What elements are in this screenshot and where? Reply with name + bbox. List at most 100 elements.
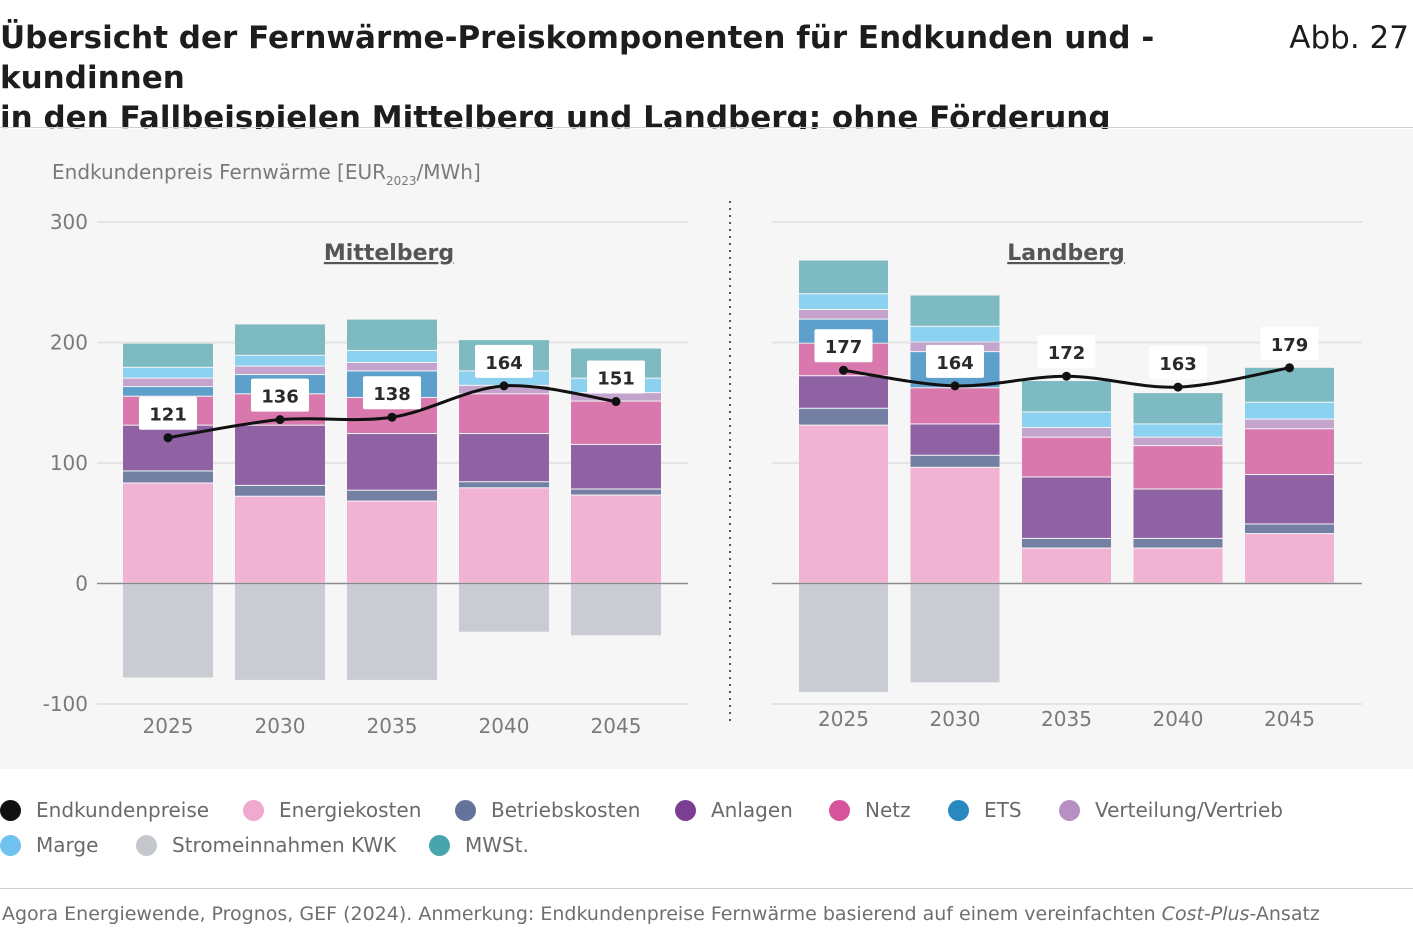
legend-item-ets: ETS bbox=[948, 798, 1022, 822]
price-label-box bbox=[1149, 346, 1207, 380]
bar-segment-betriebskosten bbox=[1133, 538, 1223, 548]
bar-segment-anlagen bbox=[459, 434, 549, 482]
y-axis-label: Endkundenpreis Fernwärme [EUR2023/MWh] bbox=[52, 160, 481, 188]
price-label: 151 bbox=[597, 369, 635, 390]
price-label-box bbox=[1037, 335, 1096, 369]
bar-segment-netz bbox=[910, 388, 1000, 424]
price-label: 164 bbox=[936, 353, 974, 374]
bar-segment-energiekosten bbox=[235, 496, 325, 583]
panel-title-landberg: Landberg bbox=[1007, 241, 1125, 266]
y-tick-label: 0 bbox=[75, 572, 88, 596]
legend-swatch bbox=[675, 799, 696, 821]
price-label: 172 bbox=[1048, 343, 1086, 364]
bar-segment-netz bbox=[1022, 437, 1111, 477]
x-tick-label: 2035 bbox=[367, 714, 418, 738]
bar-segment-energiekosten bbox=[123, 483, 213, 583]
bar-segment-netz bbox=[571, 401, 661, 444]
source-note: Agora Energiewende, Prognos, GEF (2024).… bbox=[2, 903, 1320, 925]
y-tick-label: -100 bbox=[43, 692, 88, 716]
x-tick-label: 2025 bbox=[818, 707, 869, 731]
legend-label: ETS bbox=[984, 798, 1022, 822]
bar-segment-energiekosten bbox=[799, 425, 888, 583]
page-title: Übersicht der Fernwärme-Preiskomponenten… bbox=[0, 18, 1200, 138]
legend-item-mwst: MWSt. bbox=[429, 833, 529, 857]
price-label-box bbox=[814, 329, 873, 363]
price-point bbox=[839, 365, 848, 375]
bar-segment-mwst bbox=[799, 260, 888, 294]
legend-item-netz: Netz bbox=[829, 798, 911, 822]
legend-item-anlagen: Anlagen bbox=[675, 798, 793, 822]
bar-segment-marge bbox=[123, 367, 213, 378]
legend-label: MWSt. bbox=[465, 833, 529, 857]
price-label: 164 bbox=[485, 353, 523, 374]
bar-segment-marge bbox=[1022, 412, 1111, 428]
price-label: 163 bbox=[1159, 354, 1197, 375]
bar-segment-anlagen bbox=[1133, 489, 1223, 538]
x-tick-label: 2045 bbox=[1264, 707, 1315, 731]
bar-segment-anlagen bbox=[1022, 477, 1111, 538]
legend-swatch bbox=[243, 799, 264, 821]
stacked-bar-chart: Endkundenpreis Fernwärme [EUR2023/MWh] 3… bbox=[43, 160, 1362, 738]
y-axis-label-end: /MWh] bbox=[417, 160, 481, 184]
legend-label: Energiekosten bbox=[279, 798, 422, 822]
bar-segment-verteilung-vertrieb bbox=[1245, 419, 1334, 429]
legend-label: Betriebskosten bbox=[491, 798, 641, 822]
bar-segment-betriebskosten bbox=[123, 471, 213, 483]
bar-segment-betriebskosten bbox=[910, 455, 1000, 467]
price-point bbox=[499, 381, 509, 391]
bar-segment-ets bbox=[123, 387, 213, 396]
price-point bbox=[950, 381, 960, 391]
bar-segment-anlagen bbox=[347, 434, 437, 490]
bar-segment-stromeinnahmen-kwk bbox=[799, 584, 888, 692]
x-tick-label: 2040 bbox=[1153, 707, 1204, 731]
legend-item-marge: Marge bbox=[0, 833, 98, 857]
bar-segment-verteilung-vertrieb bbox=[123, 378, 213, 387]
price-label-box bbox=[475, 344, 533, 378]
bar-segment-verteilung-vertrieb bbox=[1133, 437, 1223, 446]
x-tick-label: 2040 bbox=[479, 714, 530, 738]
price-label: 121 bbox=[149, 405, 187, 426]
y-tick-label: 200 bbox=[50, 331, 88, 355]
legend: Endkundenpreise Energiekosten Betriebskost… bbox=[0, 790, 1413, 870]
legend-label: Anlagen bbox=[711, 798, 793, 822]
bar-segment-energiekosten bbox=[347, 501, 437, 583]
price-point bbox=[1062, 371, 1071, 381]
x-tick-label: 2025 bbox=[143, 714, 194, 738]
legend-item-betriebskosten: Betriebskosten bbox=[455, 798, 640, 822]
bar-segment-mwst bbox=[1133, 393, 1223, 424]
legend-item-endkundenpreise: Endkundenpreise bbox=[0, 798, 209, 822]
bar-segment-betriebskosten bbox=[1245, 524, 1334, 534]
bar-segment-anlagen bbox=[571, 444, 661, 489]
x-tick-label: 2030 bbox=[930, 707, 981, 731]
price-point bbox=[163, 433, 173, 443]
plot-area: 300 200 100 0 -100 2025 2030 2035 2040 2045 121 136… bbox=[43, 201, 1362, 738]
bar-segment-marge bbox=[910, 326, 1000, 342]
price-label-box bbox=[251, 378, 309, 412]
y-tick-label: 300 bbox=[50, 210, 88, 234]
price-point bbox=[275, 415, 285, 425]
bar-segment-energiekosten bbox=[571, 495, 661, 583]
bar-segment-energiekosten bbox=[459, 488, 549, 583]
bar-segment-betriebskosten bbox=[571, 489, 661, 495]
legend-item-energiekosten: Energiekosten bbox=[243, 798, 421, 822]
bar-segment-mwst bbox=[347, 319, 437, 350]
bar-segment-marge bbox=[1133, 424, 1223, 437]
legend-label: Endkundenpreise bbox=[36, 798, 210, 822]
price-label-box bbox=[139, 396, 197, 430]
bar-segment-stromeinnahmen-kwk bbox=[123, 584, 213, 678]
bar-segment-mwst bbox=[910, 295, 1000, 326]
bar-segment-verteilung-vertrieb bbox=[347, 362, 437, 371]
legend-label: Verteilung/Vertrieb bbox=[1095, 798, 1283, 822]
bar-segment-betriebskosten bbox=[347, 490, 437, 501]
price-point bbox=[1285, 363, 1294, 373]
chart-panel: Endkundenpreis Fernwärme [EUR2023/MWh] 3… bbox=[0, 129, 1413, 769]
bar-segment-netz bbox=[459, 394, 549, 434]
price-label: 177 bbox=[825, 337, 863, 358]
bar-segment-anlagen bbox=[799, 376, 888, 408]
legend-swatch bbox=[948, 799, 969, 821]
bar-segment-verteilung-vertrieb bbox=[235, 366, 325, 375]
legend-swatch bbox=[0, 799, 21, 821]
source-suffix: -Ansatz bbox=[1249, 903, 1320, 925]
bar-segment-betriebskosten bbox=[235, 485, 325, 496]
legend-label: Netz bbox=[865, 798, 911, 822]
